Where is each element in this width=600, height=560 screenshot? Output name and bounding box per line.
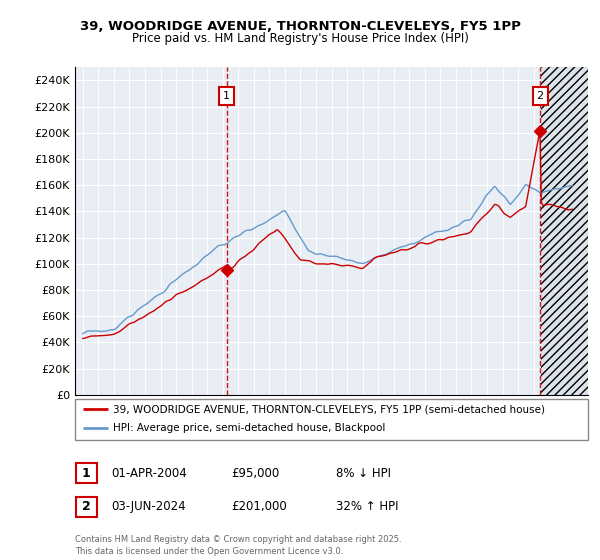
Text: 39, WOODRIDGE AVENUE, THORNTON-CLEVELEYS, FY5 1PP: 39, WOODRIDGE AVENUE, THORNTON-CLEVELEYS…: [80, 20, 520, 32]
Text: Price paid vs. HM Land Registry's House Price Index (HPI): Price paid vs. HM Land Registry's House …: [131, 32, 469, 45]
Text: £201,000: £201,000: [231, 500, 287, 514]
Text: 8% ↓ HPI: 8% ↓ HPI: [336, 466, 391, 480]
Text: 1: 1: [223, 91, 230, 101]
Text: £95,000: £95,000: [231, 466, 279, 480]
FancyBboxPatch shape: [76, 497, 97, 517]
Text: 32% ↑ HPI: 32% ↑ HPI: [336, 500, 398, 514]
Text: Contains HM Land Registry data © Crown copyright and database right 2025.
This d: Contains HM Land Registry data © Crown c…: [75, 535, 401, 556]
FancyBboxPatch shape: [75, 399, 588, 440]
Text: HPI: Average price, semi-detached house, Blackpool: HPI: Average price, semi-detached house,…: [113, 423, 386, 433]
Text: 03-JUN-2024: 03-JUN-2024: [111, 500, 185, 514]
FancyBboxPatch shape: [76, 463, 97, 483]
Text: 39, WOODRIDGE AVENUE, THORNTON-CLEVELEYS, FY5 1PP (semi-detached house): 39, WOODRIDGE AVENUE, THORNTON-CLEVELEYS…: [113, 404, 545, 414]
Text: 01-APR-2004: 01-APR-2004: [111, 466, 187, 480]
Text: 1: 1: [82, 466, 91, 480]
Text: 2: 2: [536, 91, 544, 101]
Text: 2: 2: [82, 500, 91, 514]
Bar: [541, 67, 588, 395]
